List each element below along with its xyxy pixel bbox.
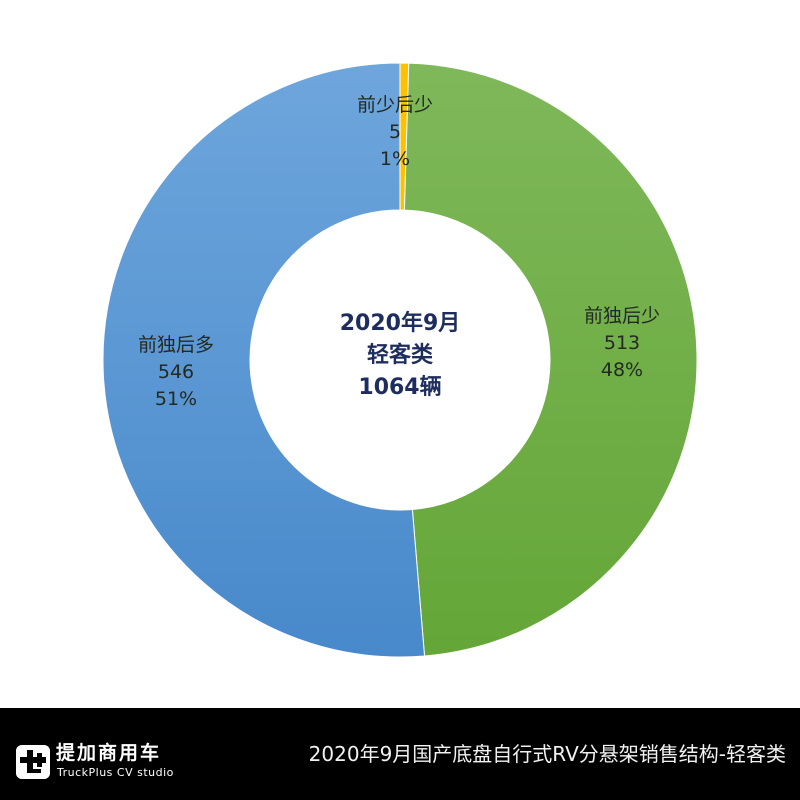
donut-chart: [102, 62, 698, 658]
center-category: 轻客类: [366, 343, 434, 368]
donut-center-label: 2020年9月 轻客类 1064辆: [340, 308, 461, 404]
slice-front-indep-rear-many: [102, 62, 426, 658]
label-value: 546: [157, 361, 195, 383]
label-category: 前少后少: [356, 94, 434, 116]
label-percent: 48%: [600, 359, 644, 381]
label-percent: 51%: [154, 388, 198, 410]
label-percent: 1%: [379, 148, 411, 170]
data-label-front-indep-rear-few: 前独后少 513 48%: [584, 303, 660, 384]
truckplus-logo-icon: [16, 745, 50, 779]
label-category: 前独后多: [137, 334, 215, 356]
center-date: 2020年9月: [339, 311, 461, 336]
footer-bar: [0, 708, 800, 800]
chart-title: 2020年9月国产底盘自行式RV分悬架销售结构-轻客类: [308, 742, 786, 766]
slice-front-indep-rear-few: [403, 62, 698, 657]
label-value: 5: [388, 121, 402, 143]
label-value: 513: [603, 332, 641, 354]
center-total: 1064辆: [358, 375, 442, 400]
brand-name-en: TruckPlus CV studio: [57, 766, 174, 779]
data-label-front-indep-rear-many: 前独后多 546 51%: [138, 332, 214, 413]
data-label-front-few-rear-few: 前少后少 5 1%: [357, 92, 433, 173]
label-category: 前独后少: [583, 305, 661, 327]
brand-name-cn: 提加商用车: [56, 742, 162, 764]
